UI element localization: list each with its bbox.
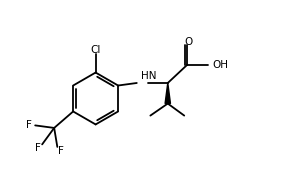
Text: HN: HN xyxy=(141,71,157,81)
Text: OH: OH xyxy=(212,60,228,70)
Text: Cl: Cl xyxy=(90,45,101,55)
Text: F: F xyxy=(26,120,32,130)
Text: F: F xyxy=(58,146,64,156)
Text: O: O xyxy=(185,37,193,47)
Polygon shape xyxy=(165,83,170,104)
Text: F: F xyxy=(35,143,40,153)
